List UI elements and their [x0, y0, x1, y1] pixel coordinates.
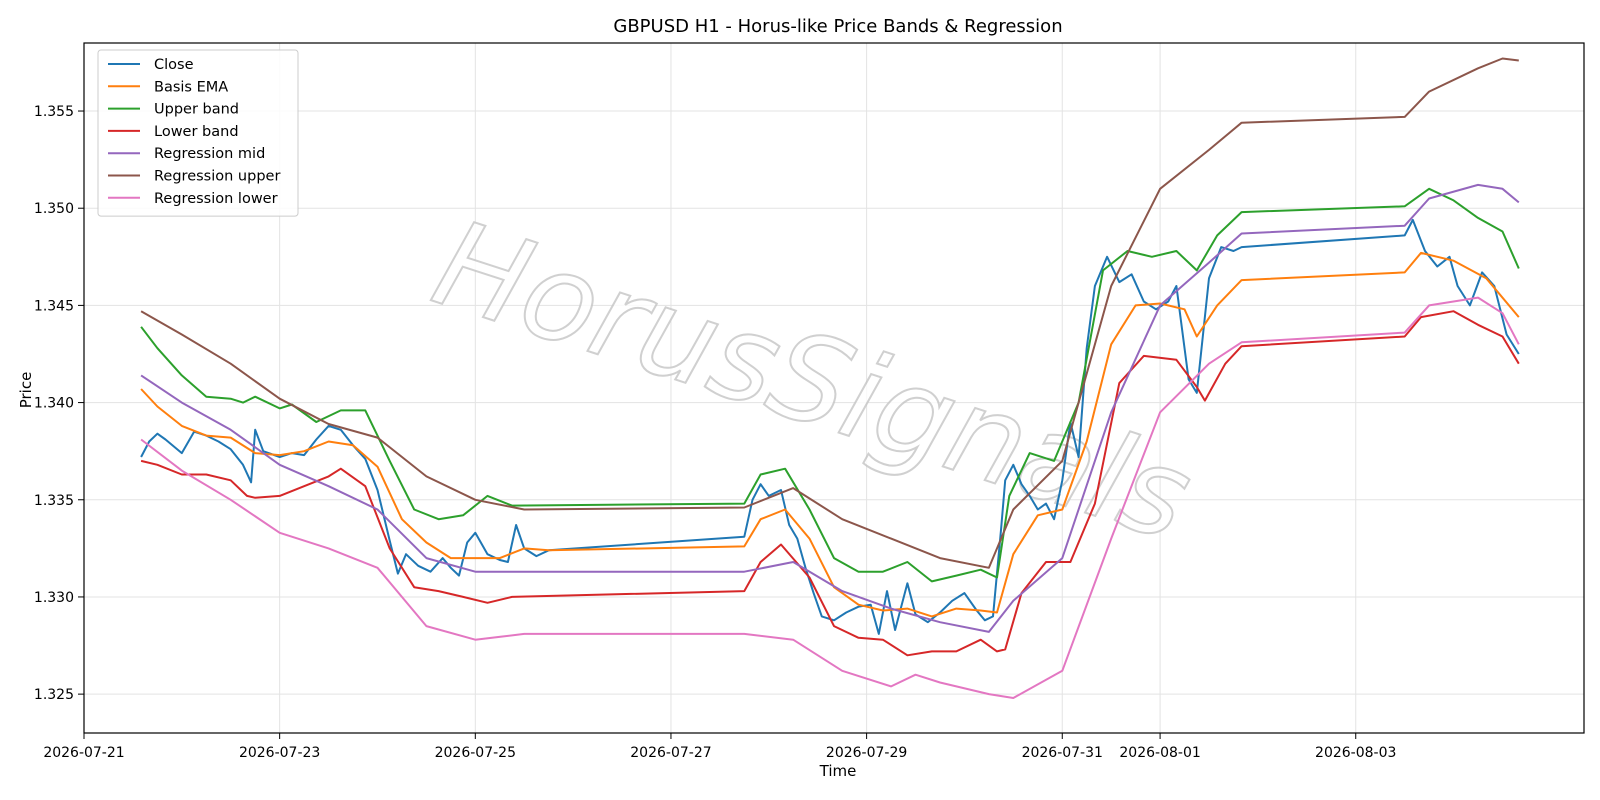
legend-label: Lower band: [154, 124, 239, 140]
x-axis-ticks: 2026-07-21 2026-07-23 2026-07-25 2026-07-27…: [43, 733, 1396, 761]
series-line-regression-mid: [140, 183, 1520, 633]
series-layer: [140, 57, 1520, 699]
grid: [83, 43, 1584, 733]
x-tick-label: 2026-07-29: [826, 745, 907, 761]
y-tick-label: 1.350: [34, 201, 74, 217]
series-line-regression-lower: [140, 296, 1520, 699]
y-tick-label: 1.325: [34, 687, 74, 703]
y-tick-label: 1.330: [34, 590, 74, 606]
legend-box: [97, 49, 299, 217]
series-line-close: [140, 218, 1520, 635]
x-axis-label: Time: [819, 762, 857, 780]
series-line-lower-band: [140, 310, 1520, 657]
legend-label: Upper band: [154, 102, 239, 118]
plot-frame: [83, 42, 1585, 734]
y-tick-label: 1.355: [34, 104, 74, 120]
x-tick-label: 2026-07-27: [630, 745, 711, 761]
legend-label: Regression mid: [154, 146, 265, 162]
series-line-upper-band: [140, 187, 1520, 583]
y-tick-label: 1.345: [34, 298, 74, 314]
x-tick-label: 2026-08-01: [1119, 745, 1200, 761]
y-axis-label: Price: [17, 372, 35, 409]
x-tick-label: 2026-07-23: [239, 745, 320, 761]
series-line-regression-upper: [140, 57, 1519, 569]
legend: Close Basis EMA Upper band Lower band Regres…: [97, 49, 299, 217]
x-tick-label: 2026-08-03: [1315, 745, 1396, 761]
y-tick-label: 1.335: [34, 493, 74, 509]
legend-label: Close: [154, 57, 194, 73]
legend-label: Regression lower: [154, 191, 278, 207]
x-tick-label: 2026-07-31: [1022, 745, 1103, 761]
legend-label: Regression upper: [154, 169, 280, 185]
chart-title: GBPUSD H1 - Horus-like Price Bands & Reg…: [613, 16, 1062, 37]
x-tick-label: 2026-07-21: [43, 745, 124, 761]
series-line-basis-ema: [140, 251, 1520, 618]
y-axis-ticks: 1.325 1.330 1.335 1.340 1.345 1.350 1.355: [34, 104, 84, 703]
x-tick-label: 2026-07-25: [435, 745, 516, 761]
legend-label: Basis EMA: [154, 79, 228, 95]
y-tick-label: 1.340: [34, 396, 74, 412]
